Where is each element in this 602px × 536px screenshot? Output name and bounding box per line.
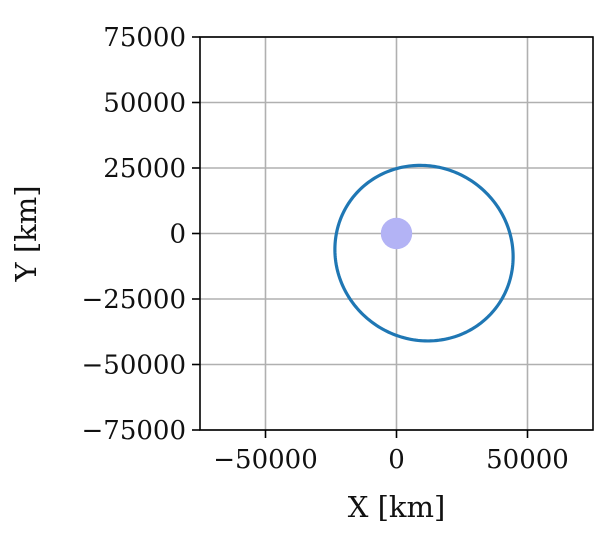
y-axis-label: Y [km] [9, 185, 43, 282]
y-tick-label: 25000 [103, 154, 186, 184]
orbit-line [333, 163, 515, 343]
x-axis-label: X [km] [348, 490, 446, 524]
x-tick-label: 50000 [486, 445, 569, 475]
y-tick-label: −50000 [82, 351, 187, 381]
x-tick-label: −50000 [213, 445, 318, 475]
y-axis: −75000 −50000 −25000 0 25000 50000 75000 [82, 23, 200, 446]
y-tick-label: 0 [169, 220, 186, 250]
chart-marks [333, 163, 515, 343]
central-body [380, 217, 413, 250]
y-tick-label: −25000 [82, 285, 187, 315]
x-tick-label: 0 [388, 445, 405, 475]
y-tick-label: 50000 [103, 89, 186, 119]
x-axis: −50000 0 50000 [213, 430, 569, 475]
y-tick-label: −75000 [82, 416, 187, 446]
y-tick-label: 75000 [103, 23, 186, 53]
